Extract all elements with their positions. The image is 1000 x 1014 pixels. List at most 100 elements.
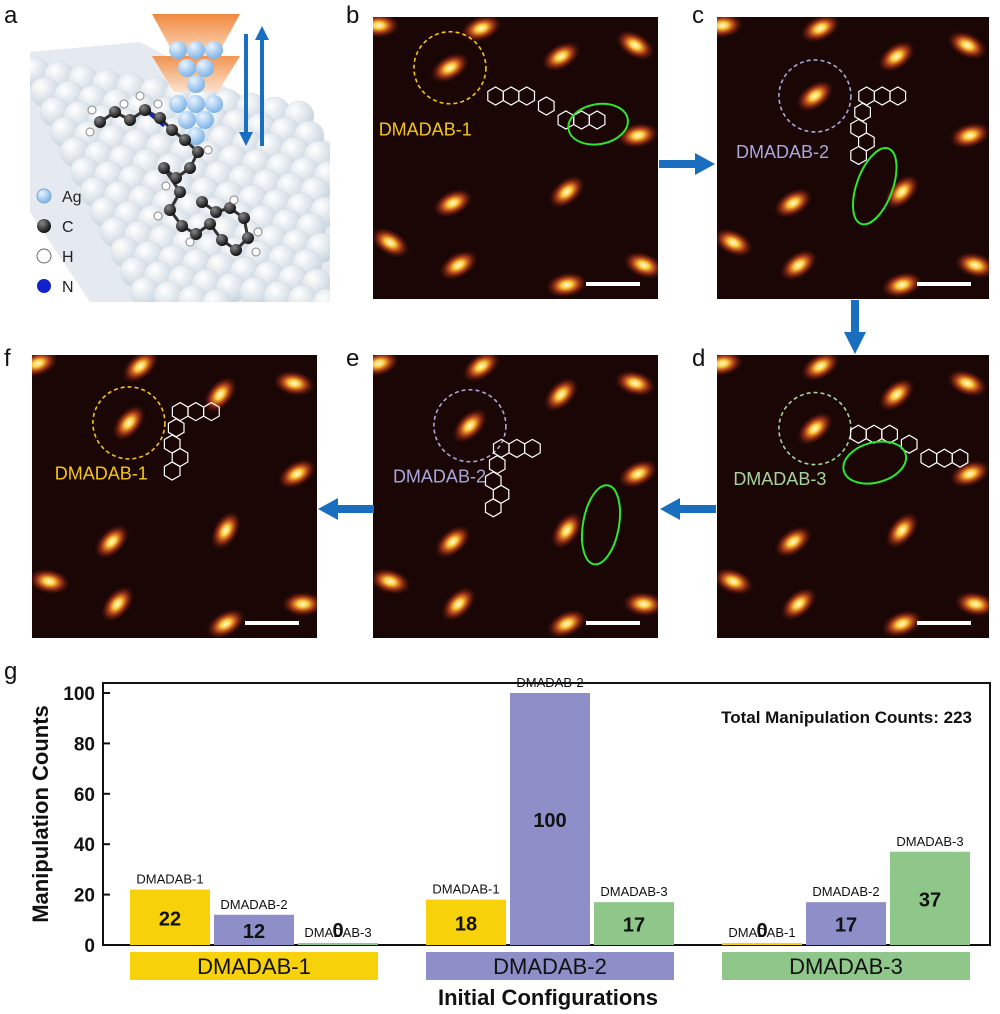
molecule-spot — [429, 52, 471, 84]
arrow-c-to-d — [844, 300, 866, 354]
molecule-spot — [613, 369, 657, 398]
bar-series-label: DMADAB-2 — [220, 897, 287, 912]
molecule-spot — [373, 567, 412, 596]
molecule-spot — [799, 17, 842, 44]
molecule-spot — [946, 368, 989, 398]
target-circle — [778, 391, 852, 466]
arrow-e-to-f — [318, 498, 374, 520]
bar-series-label: DMADAB-2 — [516, 675, 583, 690]
molecule-label: DMADAB-1 — [55, 464, 148, 484]
molecule-spot — [717, 227, 755, 258]
y-tick-label: 80 — [74, 734, 95, 755]
element-legend: Ag C H N — [36, 188, 82, 296]
bar-value-label: 17 — [623, 915, 645, 937]
molecule-spot — [795, 79, 835, 113]
molecule-spot — [373, 226, 411, 259]
stm-image-e: DMADAB-2 — [373, 355, 658, 638]
legend-c: C — [62, 219, 74, 236]
target-circle — [92, 386, 166, 460]
arrow-b-to-c — [659, 153, 715, 175]
molecule-spot — [547, 174, 586, 210]
molecule-structure — [850, 424, 969, 468]
molecule-spot — [373, 355, 401, 378]
molecule-spot — [546, 608, 588, 638]
molecule-spot — [272, 369, 316, 397]
molecule-spot — [717, 567, 755, 596]
panel-label-a: a — [4, 2, 18, 29]
bar-value-label: 17 — [835, 915, 857, 937]
molecule-spot — [877, 377, 916, 412]
molecule-spot — [100, 585, 135, 623]
bar — [806, 902, 886, 945]
molecule-spot — [717, 17, 745, 39]
molecule-spot — [622, 250, 658, 280]
bar — [594, 902, 674, 945]
category-label: DMADAB-1 — [197, 954, 311, 979]
molecule-spot — [111, 404, 147, 442]
molecule-spot — [946, 30, 988, 61]
molecule-label: DMADAB-2 — [393, 466, 486, 486]
molecule-spot — [276, 458, 317, 490]
highlight-ellipse — [580, 484, 622, 566]
highlight-ellipse — [852, 147, 898, 226]
molecule-spot — [953, 590, 989, 618]
molecule-spot — [953, 251, 989, 279]
molecule-label: DMADAB-3 — [733, 469, 826, 489]
molecule-spot — [438, 249, 479, 281]
molecule-spot — [373, 17, 401, 39]
molecule-spot — [545, 271, 589, 299]
molecule-spot — [205, 608, 246, 638]
molecule-spot — [883, 173, 921, 210]
molecule-spot — [460, 17, 503, 43]
molecule-spot — [543, 376, 580, 413]
panel-label-g: g — [4, 658, 18, 685]
molecule-spot — [451, 407, 488, 444]
molecule-spot — [202, 375, 238, 414]
molecule-spot — [461, 355, 501, 383]
panel-a-model: Ag C H N — [19, 12, 345, 320]
legend-n: N — [62, 279, 74, 296]
category-label: DMADAB-3 — [789, 954, 903, 979]
molecule-ball-stick — [85, 91, 263, 257]
category-band — [426, 952, 674, 980]
up-down-arrows — [239, 26, 269, 146]
panel-label-c: c — [692, 2, 704, 29]
bar-value-label: 0 — [332, 920, 343, 942]
bar-series-label: DMADAB-3 — [304, 925, 371, 940]
bar — [298, 943, 378, 945]
molecule-spot — [280, 591, 317, 618]
panel-label-b: b — [346, 2, 360, 29]
molecule-structure — [850, 86, 907, 166]
molecule-spot — [880, 271, 924, 299]
y-tick-label: 20 — [74, 886, 95, 907]
target-circle — [433, 388, 507, 463]
legend-h: H — [62, 249, 74, 266]
molecule-spot — [880, 609, 924, 638]
y-tick-label: 60 — [74, 785, 95, 806]
molecule-spot — [121, 355, 160, 384]
target-circle — [778, 59, 852, 133]
bar-value-label: 12 — [243, 921, 265, 943]
stm-image-f: DMADAB-1 — [32, 355, 317, 638]
molecule-spot — [948, 121, 989, 150]
stm-image-c: DMADAB-2 — [717, 17, 989, 299]
molecule-spot — [877, 39, 917, 73]
bar-value-label: 100 — [533, 810, 566, 832]
molecule-spot — [540, 40, 582, 73]
molecule-spot — [617, 458, 658, 489]
legend-ag: Ag — [62, 189, 82, 206]
highlight-ellipse — [842, 440, 908, 485]
molecule-spot — [432, 188, 474, 219]
panel-label-d: d — [692, 345, 706, 372]
y-tick-label: 100 — [63, 684, 95, 705]
bar — [890, 851, 970, 945]
molecule-spot — [210, 510, 242, 551]
stm-image-b: DMADAB-1 — [373, 17, 658, 299]
molecule-spot — [773, 525, 813, 559]
highlight-ellipse — [567, 102, 629, 146]
molecule-label: DMADAB-2 — [736, 142, 829, 162]
bar-series-label: DMADAB-1 — [728, 925, 795, 940]
target-circle — [413, 30, 487, 105]
molecule-spot — [615, 29, 656, 61]
total-annotation: Total Manipulation Counts: 223 — [721, 708, 972, 727]
